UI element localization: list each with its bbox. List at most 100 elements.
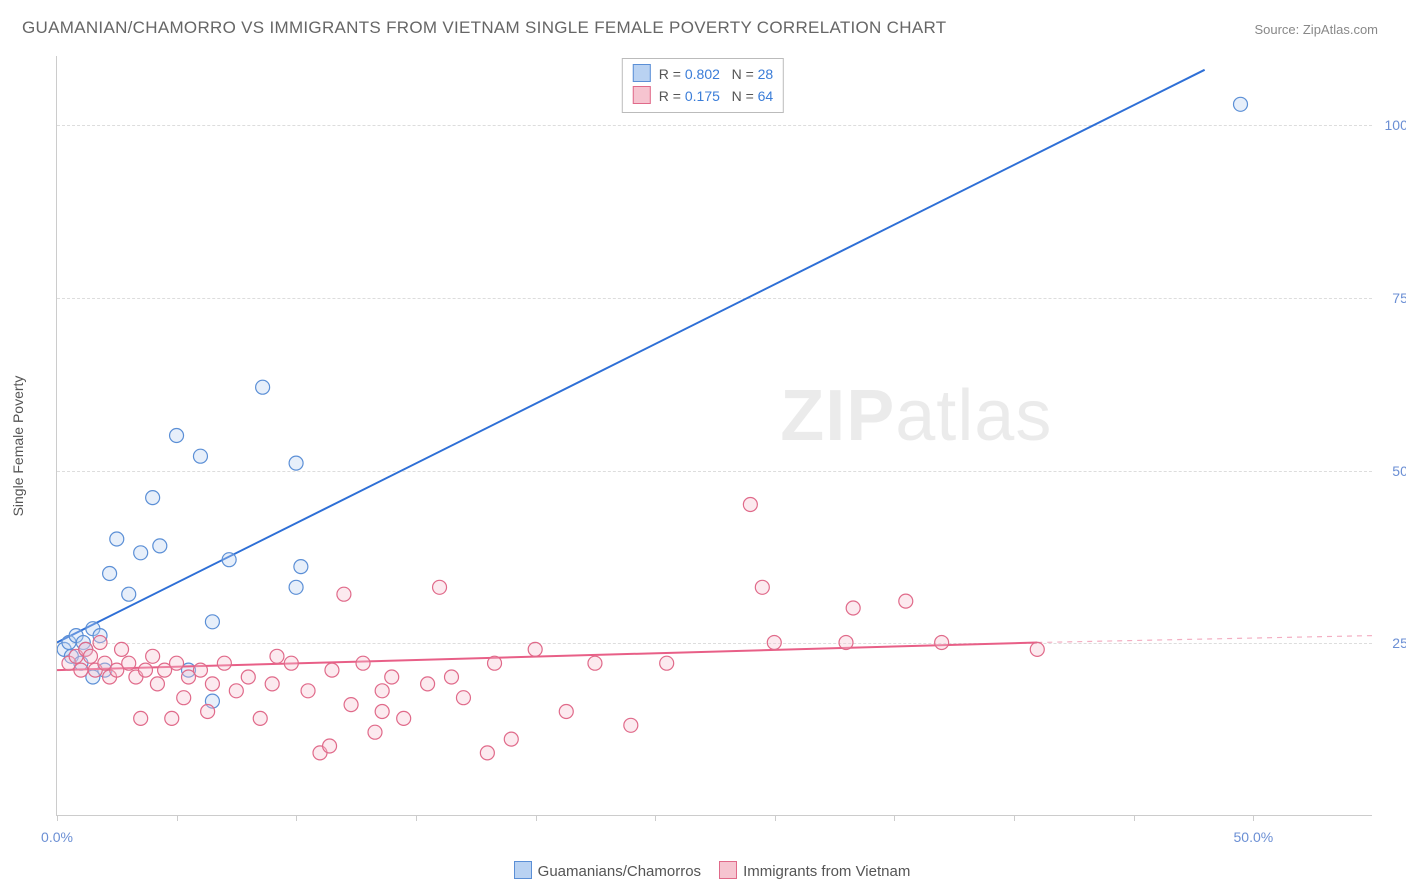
data-point <box>134 546 148 560</box>
data-point <box>368 725 382 739</box>
n-value: 28 <box>758 66 774 82</box>
x-tick <box>1134 815 1135 821</box>
data-point <box>767 636 781 650</box>
data-point <box>755 580 769 594</box>
r-value: 0.802 <box>685 66 720 82</box>
chart-svg <box>57 56 1372 815</box>
data-point <box>528 642 542 656</box>
data-point <box>385 670 399 684</box>
data-point <box>74 663 88 677</box>
n-label: N = <box>720 66 758 82</box>
data-point <box>1030 642 1044 656</box>
data-point <box>253 711 267 725</box>
x-tick <box>894 815 895 821</box>
x-tick <box>1253 815 1254 821</box>
data-point <box>146 491 160 505</box>
data-point <box>270 649 284 663</box>
legend-swatch <box>514 861 532 879</box>
data-point <box>421 677 435 691</box>
data-point <box>122 656 136 670</box>
data-point <box>289 456 303 470</box>
data-point <box>170 656 184 670</box>
data-point <box>110 532 124 546</box>
r-label: R = <box>659 88 685 104</box>
data-point <box>935 636 949 650</box>
data-point <box>205 615 219 629</box>
data-point <box>899 594 913 608</box>
data-point <box>624 718 638 732</box>
stats-legend-row: R = 0.175 N = 64 <box>633 85 773 107</box>
data-point <box>93 636 107 650</box>
data-point <box>265 677 279 691</box>
data-point <box>356 656 370 670</box>
r-value: 0.175 <box>685 88 720 104</box>
data-point <box>433 580 447 594</box>
data-point <box>229 684 243 698</box>
data-point <box>146 649 160 663</box>
legend-swatch <box>633 86 651 104</box>
data-point <box>743 498 757 512</box>
stats-legend-row: R = 0.802 N = 28 <box>633 63 773 85</box>
data-point <box>301 684 315 698</box>
data-point <box>588 656 602 670</box>
x-tick <box>536 815 537 821</box>
legend-label: Guamanians/Chamorros <box>538 863 701 880</box>
plot-area: ZIPatlas 25.0%50.0%75.0%100.0%0.0%50.0% <box>56 56 1372 816</box>
stats-legend: R = 0.802 N = 28R = 0.175 N = 64 <box>622 58 784 113</box>
data-point <box>205 677 219 691</box>
y-tick-label: 50.0% <box>1382 463 1406 479</box>
data-point <box>375 705 389 719</box>
y-tick-label: 100.0% <box>1382 117 1406 133</box>
x-tick <box>655 815 656 821</box>
data-point <box>83 649 97 663</box>
data-point <box>217 656 231 670</box>
data-point <box>839 636 853 650</box>
data-point <box>193 449 207 463</box>
data-point <box>397 711 411 725</box>
data-point <box>488 656 502 670</box>
chart-title: GUAMANIAN/CHAMORRO VS IMMIGRANTS FROM VI… <box>22 18 946 38</box>
data-point <box>193 663 207 677</box>
data-point <box>134 711 148 725</box>
y-axis-label: Single Female Poverty <box>10 376 26 517</box>
data-point <box>284 656 298 670</box>
x-tick-label: 50.0% <box>1234 829 1274 845</box>
x-tick-label: 0.0% <box>41 829 73 845</box>
x-tick <box>296 815 297 821</box>
n-label: N = <box>720 88 758 104</box>
data-point <box>846 601 860 615</box>
data-point <box>480 746 494 760</box>
y-tick-label: 75.0% <box>1382 290 1406 306</box>
data-point <box>138 663 152 677</box>
data-point <box>660 656 674 670</box>
data-point <box>1234 97 1248 111</box>
r-label: R = <box>659 66 685 82</box>
n-value: 64 <box>758 88 774 104</box>
data-point <box>456 691 470 705</box>
data-point <box>559 705 573 719</box>
data-point <box>153 539 167 553</box>
data-point <box>289 580 303 594</box>
data-point <box>122 587 136 601</box>
data-point <box>115 642 129 656</box>
bottom-legend: Guamanians/Chamorros Immigrants from Viet… <box>0 861 1406 880</box>
x-tick <box>416 815 417 821</box>
data-point <box>325 663 339 677</box>
data-point <box>165 711 179 725</box>
data-point <box>177 691 191 705</box>
data-point <box>103 567 117 581</box>
x-tick <box>775 815 776 821</box>
legend-label: Immigrants from Vietnam <box>743 863 910 880</box>
y-tick-label: 25.0% <box>1382 635 1406 651</box>
x-tick <box>1014 815 1015 821</box>
data-point <box>323 739 337 753</box>
data-point <box>375 684 389 698</box>
data-point <box>337 587 351 601</box>
x-tick <box>177 815 178 821</box>
data-point <box>256 380 270 394</box>
data-point <box>150 677 164 691</box>
legend-swatch <box>633 64 651 82</box>
x-tick <box>57 815 58 821</box>
data-point <box>445 670 459 684</box>
data-point <box>294 560 308 574</box>
